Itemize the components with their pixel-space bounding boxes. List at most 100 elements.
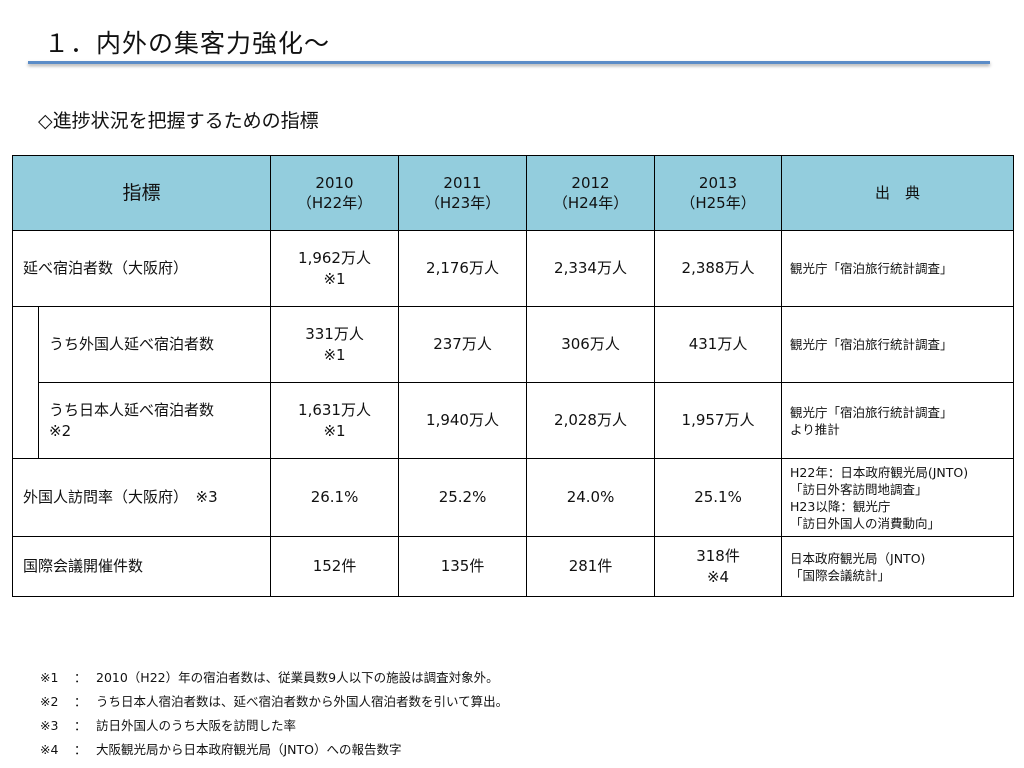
table-row: うち外国人延べ宿泊者数 331万人 ※1 237万人 306万人 431万人 観光…: [12, 306, 1015, 383]
source-cell: 観光庁「宿泊旅行統計調査」: [781, 306, 1015, 383]
footnote-text: 2010（H22）年の宿泊者数は、従業員数9人以下の施設は調査対象外。: [96, 670, 499, 685]
value: 281件: [568, 557, 613, 575]
slide-title: １．内外の集客力強化～: [44, 29, 331, 58]
indicator-table: 指標 2010 （H22年） 2011 （H23年） 2012 （H24年） 2013…: [11, 155, 1015, 597]
value: 152件: [312, 557, 357, 575]
header-year-2011: 2011 （H23年）: [398, 155, 528, 231]
source-line: より推計: [790, 421, 840, 437]
value-cell: 135件: [398, 536, 528, 597]
value-note: ※1: [323, 345, 346, 364]
value: 1,957万人: [681, 411, 755, 429]
footnote-colon: ：: [74, 718, 87, 733]
value-note: ※1: [323, 269, 346, 288]
title-divider: [28, 61, 990, 64]
source-line: H22年：日本政府観光局(JNTO): [790, 464, 969, 480]
footnote-text: 訪日外国人のうち大阪を訪問した率: [96, 718, 297, 733]
value-cell: 25.1%: [654, 458, 783, 537]
footnote: ※4 ： 大阪観光局から日本政府観光局（JNTO）への報告数字: [40, 738, 508, 762]
value: 24.0%: [566, 488, 615, 506]
value-cell: 1,957万人: [654, 382, 783, 459]
source-line: 観光庁「宿泊旅行統計調査」: [790, 404, 953, 420]
header-year: 2011: [443, 174, 482, 192]
value-note: ※4: [706, 567, 730, 586]
footnote: ※3 ： 訪日外国人のうち大阪を訪問した率: [40, 714, 508, 738]
header-source: 出 典: [781, 155, 1015, 231]
source-line: 観光庁「宿泊旅行統計調査」: [790, 261, 953, 276]
source-line: 観光庁「宿泊旅行統計調査」: [790, 337, 953, 352]
footnote-mark: ※1: [40, 670, 59, 685]
footnote-colon: ：: [74, 742, 87, 757]
value-cell: 2,334万人: [526, 230, 656, 307]
value: 25.2%: [438, 488, 487, 506]
value-cell: 431万人: [654, 306, 783, 383]
table-row: 国際会議開催件数 152件 135件 281件 318件 ※4 日本政府観光局（J…: [11, 536, 1015, 597]
value-cell: 26.1%: [270, 458, 400, 537]
source-line: 「国際会議統計」: [790, 567, 891, 583]
footnotes: ※1 ： 2010（H22）年の宿泊者数は、従業員数9人以下の施設は調査対象外。…: [40, 666, 508, 762]
indent-gutter: [12, 382, 39, 459]
header-year-2010: 2010 （H22年）: [270, 155, 400, 231]
value-cell: 281件: [526, 536, 656, 597]
header-year: 2012: [571, 174, 610, 192]
row-label: 国際会議開催件数: [11, 536, 272, 597]
value-cell: 331万人 ※1: [270, 306, 400, 383]
value-note: ※1: [323, 421, 346, 440]
value: 431万人: [688, 335, 748, 353]
footnote: ※1 ： 2010（H22）年の宿泊者数は、従業員数9人以下の施設は調査対象外。: [40, 666, 508, 690]
source-cell: H22年：日本政府観光局(JNTO) 「訪日外客訪問地調査」 H23以降：観光庁 「訪…: [781, 458, 1015, 537]
value-cell: 2,388万人: [654, 230, 783, 307]
header-year: 2013: [698, 174, 738, 192]
table-row: うち日本人延べ宿泊者数 ※2 1,631万人 ※1 1,940万人 2,028万人 …: [12, 382, 1015, 459]
source-line: 「訪日外国人の消費動向」: [790, 515, 941, 531]
value: 135件: [440, 557, 485, 575]
source-cell: 日本政府観光局（JNTO) 「国際会議統計」: [781, 536, 1015, 597]
value: 1,940万人: [426, 411, 499, 429]
value-cell: 1,631万人 ※1: [270, 382, 400, 459]
value-cell: 24.0%: [526, 458, 656, 537]
table-header-row: 指標 2010 （H22年） 2011 （H23年） 2012 （H24年） 2013…: [11, 155, 1015, 231]
value-cell: 152件: [270, 536, 400, 597]
value-cell: 318件 ※4: [654, 536, 783, 597]
source-line: H23以降：観光庁: [790, 498, 891, 514]
value-cell: 306万人: [526, 306, 656, 383]
row-label-line: うち日本人延べ宿泊者数: [49, 400, 215, 419]
footnote-text: うち日本人宿泊者数は、延べ宿泊者数から外国人宿泊者数を引いて算出。: [96, 694, 509, 709]
value: 331万人: [305, 324, 364, 343]
row-label: うち外国人延べ宿泊者数: [37, 306, 272, 383]
header-year-2013: 2013 （H25年）: [654, 155, 783, 231]
row-label: 外国人訪問率（大阪府） ※3: [11, 458, 272, 537]
source-line: 「訪日外客訪問地調査」: [790, 481, 928, 497]
source-cell: 観光庁「宿泊旅行統計調査」 より推計: [781, 382, 1015, 459]
section-heading: ◇進捗状況を把握するための指標: [38, 110, 319, 132]
footnote-colon: ：: [74, 670, 87, 685]
value: 2,176万人: [426, 259, 499, 277]
table-row: 延べ宿泊者数（大阪府） 1,962万人 ※1 2,176万人 2,334万人 2,…: [11, 230, 1015, 307]
value-cell: 237万人: [398, 306, 528, 383]
table-row: 外国人訪問率（大阪府） ※3 26.1% 25.2% 24.0% 25.1% H…: [11, 458, 1015, 537]
source-line: 日本政府観光局（JNTO): [790, 550, 926, 566]
value: 306万人: [561, 335, 620, 353]
row-label-note: ※2: [49, 421, 72, 440]
footnote-text: 大阪観光局から日本政府観光局（JNTO）への報告数字: [96, 742, 402, 757]
footnote-mark: ※2: [40, 694, 59, 709]
header-year-2012: 2012 （H24年）: [526, 155, 656, 231]
header-year: 2010: [315, 174, 354, 192]
value: 318件: [696, 546, 740, 565]
indent-gutter: [12, 306, 39, 383]
header-era: （H22年）: [296, 194, 373, 212]
value: 26.1%: [310, 488, 359, 506]
header-era: （H23年）: [424, 194, 501, 212]
header-era: （H24年）: [552, 194, 629, 212]
footnote-mark: ※4: [40, 742, 59, 757]
header-indicator: 指標: [11, 155, 272, 231]
value-cell: 2,176万人: [398, 230, 528, 307]
value: 1,962万人: [298, 248, 371, 267]
row-label: うち日本人延べ宿泊者数 ※2: [37, 382, 272, 459]
value: 2,334万人: [554, 259, 627, 277]
header-era: （H25年）: [680, 194, 756, 212]
value: 237万人: [433, 335, 492, 353]
value-cell: 1,940万人: [398, 382, 528, 459]
footnote: ※2 ： うち日本人宿泊者数は、延べ宿泊者数から外国人宿泊者数を引いて算出。: [40, 690, 508, 714]
footnote-mark: ※3: [40, 718, 59, 733]
footnote-colon: ：: [74, 694, 87, 709]
